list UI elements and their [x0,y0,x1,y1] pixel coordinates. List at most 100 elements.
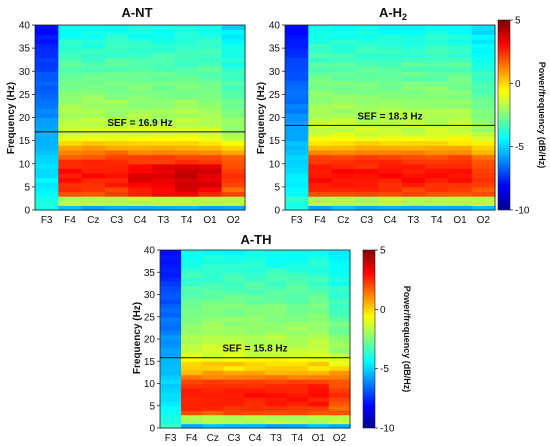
heatmap-cell [378,71,403,77]
heatmap-cell [401,85,426,91]
heatmap-cell [181,423,203,429]
heatmap-cell [160,290,182,296]
heatmap-cell [244,263,267,269]
heatmap-cell [328,307,351,313]
heatmap-cell [223,285,246,291]
heatmap-cell [285,154,309,160]
heatmap-cell [331,200,356,206]
heatmap-cell [105,131,129,137]
heatmap-cell [128,163,153,169]
heatmap-cell [307,298,330,304]
heatmap-cell [308,48,333,54]
heatmap-cell [286,419,309,425]
heatmap-cell [471,57,496,63]
heatmap-cell [202,361,224,367]
heatmap-cell [151,122,176,128]
heatmap-cell [81,186,106,193]
heatmap-cell [81,62,106,68]
heatmap-cell [223,250,246,256]
heatmap-cell [308,163,333,169]
heatmap-cell [128,38,153,45]
heatmap-cell [175,186,199,193]
heatmap-cell [202,352,224,358]
heatmap-cell [160,396,182,402]
heatmap-cell [202,343,224,349]
heatmap-cell [175,117,199,123]
heatmap-cell [448,80,473,86]
heatmap-cell [160,276,182,282]
heatmap-cell [105,71,129,77]
heatmap-cell [181,347,203,353]
y-tick-label: 30 [269,67,281,78]
heatmap-cell [244,254,267,260]
heatmap-cell [355,159,379,165]
heatmap-cell [307,334,330,340]
heatmap-cell [35,89,59,95]
heatmap-cell [198,191,223,197]
heatmap-cell [221,85,246,91]
heatmap-cell [198,140,223,146]
heatmap-cell [425,140,449,146]
heatmap-cell [128,108,153,114]
heatmap-cell [151,196,176,202]
heatmap-cell [202,383,224,389]
heatmap-cell [285,140,309,146]
heatmap-cell [175,168,199,174]
colorbar-tick-label: -5 [380,364,389,375]
heatmap-cell [58,149,83,156]
heatmap-cell [285,43,309,49]
heatmap-cell [425,62,449,68]
heatmap-cell [307,419,330,425]
y-tick-label: 0 [274,206,280,217]
heatmap-cell [221,186,246,193]
heatmap-cell [285,75,309,82]
heatmap-cell [181,303,203,309]
heatmap-cell [58,94,83,100]
heatmap-cell [202,321,224,327]
heatmap-cell [265,276,288,282]
heatmap-cell [331,196,356,202]
heatmap-cell [328,294,351,300]
heatmap-cell [202,423,224,429]
colorbar-ticks: 5 0 -5 -10 [375,246,395,435]
heatmap-cell [221,117,246,123]
heatmap-cell [471,112,496,119]
heatmap-cell [35,108,59,114]
heatmap-cell [471,80,496,86]
heatmap-cell [35,75,59,82]
heatmap-cell [471,25,496,31]
heatmap-cell [286,383,309,389]
heatmap-cell [401,99,426,105]
heatmap-cell [244,365,267,371]
heatmap-cell [285,145,309,151]
heatmap-cell [58,117,83,123]
heatmap-cell [81,122,106,128]
heatmap-cell [151,149,176,156]
heatmap-cell [378,75,403,82]
heatmap-cell [202,414,224,420]
heatmap-cell [308,94,333,100]
heatmap-cell [58,112,83,119]
heatmap-cell [308,205,333,211]
heatmap-cell [401,117,426,123]
heatmap-cell [128,66,153,72]
heatmap-cell [308,140,333,146]
heatmap-cell [35,168,59,174]
heatmap-cell [58,38,83,45]
heatmap-cell [35,94,59,100]
heatmap-cell [285,200,309,206]
colorbar-bottom: 5 0 -5 -10 Power/frequency (dB/Hz) [362,246,412,435]
colorbar-tick-label: -10 [380,424,395,435]
heatmap-cell [331,117,356,123]
heatmap-cell [151,103,176,109]
heatmap-cell [285,191,309,197]
heatmap-cell [307,387,330,393]
heatmap-cell [307,410,330,416]
heatmap-cell [105,94,129,100]
heatmap-cell [198,205,223,211]
heatmap-cell [448,89,473,95]
heatmap-cell [425,122,449,128]
heatmap-cell [128,117,153,123]
heatmap-cell [181,370,203,376]
heatmap-cell [198,66,223,72]
